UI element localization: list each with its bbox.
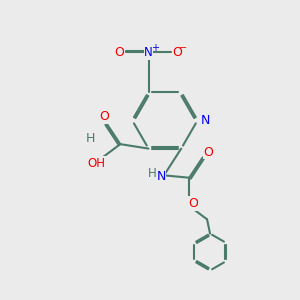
Text: H: H: [148, 167, 157, 180]
Text: N: N: [156, 170, 166, 183]
Text: O: O: [99, 110, 109, 123]
Text: O: O: [114, 46, 124, 59]
Text: N: N: [200, 114, 210, 127]
Text: OH: OH: [88, 157, 106, 170]
Text: +: +: [151, 43, 159, 53]
Text: N: N: [144, 46, 153, 59]
Text: −: −: [179, 43, 188, 53]
Text: H: H: [86, 132, 95, 145]
Text: O: O: [188, 197, 198, 210]
Text: O: O: [172, 46, 182, 59]
Text: O: O: [204, 146, 214, 159]
